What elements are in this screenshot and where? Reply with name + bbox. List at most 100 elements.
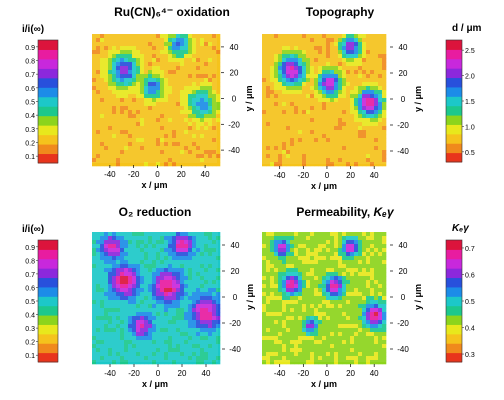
heatmap-cell: [180, 336, 185, 341]
heatmap-cell: [108, 162, 113, 167]
heatmap-cell: [358, 82, 363, 87]
heatmap-cell: [216, 50, 221, 55]
heatmap-cell: [354, 122, 359, 127]
heatmap-cell: [172, 102, 177, 107]
heatmap-cell: [116, 58, 121, 63]
heatmap-cell: [216, 86, 221, 91]
heatmap-cell: [216, 114, 221, 119]
heatmap-cell: [354, 352, 359, 357]
y-tick-label: 20: [399, 69, 408, 78]
heatmap-cell: [96, 244, 101, 249]
heatmap-cell: [322, 288, 327, 293]
colorbar-swatch: [446, 49, 462, 60]
heatmap-cell: [378, 34, 383, 39]
heatmap-cell: [330, 248, 335, 253]
y-tick-label: -20: [397, 319, 409, 328]
heatmap-cell: [330, 138, 335, 143]
heatmap-cell: [278, 150, 283, 155]
heatmap-cell: [196, 114, 201, 119]
heatmap-cell: [104, 146, 109, 151]
heatmap-cell: [200, 66, 205, 71]
heatmap-cell: [302, 66, 307, 71]
heatmap-cell: [314, 90, 319, 95]
heatmap-cell: [378, 268, 383, 273]
heatmap-cell: [120, 98, 125, 103]
heatmap-cell: [378, 328, 383, 333]
heatmap-cell: [208, 324, 213, 329]
heatmap-cell: [334, 34, 339, 39]
heatmap-cell: [278, 280, 283, 285]
heatmap-cell: [140, 82, 145, 87]
heatmap-cell: [108, 272, 113, 277]
heatmap-cell: [104, 260, 109, 265]
heatmap-cell: [294, 74, 299, 79]
heatmap-cell: [350, 296, 355, 301]
heatmap-cell: [282, 34, 287, 39]
heatmap-cell: [172, 336, 177, 341]
heatmap-cell: [342, 34, 347, 39]
heatmap-cell: [156, 150, 161, 155]
heatmap-cell: [164, 344, 169, 349]
heatmap-cell: [282, 232, 287, 237]
heatmap-cell: [176, 308, 181, 313]
heatmap-cell: [124, 280, 129, 285]
heatmap-cell: [270, 336, 275, 341]
heatmap-cell: [266, 154, 271, 159]
heatmap-cell: [160, 86, 165, 91]
heatmap-cell: [196, 58, 201, 63]
heatmap-cell: [100, 38, 105, 43]
heatmap-cell: [378, 138, 383, 143]
heatmap-cell: [208, 348, 213, 353]
heatmap-cell: [112, 308, 117, 313]
heatmap-cell: [216, 34, 221, 39]
heatmap-cell: [104, 332, 109, 337]
heatmap-cell: [362, 244, 367, 249]
heatmap-cell: [318, 70, 323, 75]
heatmap-cell: [108, 142, 113, 147]
heatmap-cell: [108, 54, 113, 59]
heatmap-cell: [120, 308, 125, 313]
heatmap-cell: [176, 236, 181, 241]
heatmap-cell: [290, 296, 295, 301]
heatmap-cell: [128, 90, 133, 95]
heatmap-cell: [128, 332, 133, 337]
heatmap-cell: [378, 118, 383, 123]
heatmap-cell: [204, 344, 209, 349]
heatmap-cell: [322, 268, 327, 273]
heatmap-cell: [310, 344, 315, 349]
heatmap-cell: [196, 280, 201, 285]
heatmap-cell: [208, 126, 213, 131]
heatmap-cell: [342, 348, 347, 353]
heatmap-cell: [270, 78, 275, 83]
heatmap-cell: [144, 292, 149, 297]
heatmap-cell: [274, 150, 279, 155]
heatmap-cell: [164, 82, 169, 87]
heatmap-cell: [342, 352, 347, 357]
heatmap-cell: [204, 280, 209, 285]
heatmap-cell: [92, 304, 97, 309]
heatmap-cell: [314, 248, 319, 253]
heatmap-cell: [334, 360, 339, 365]
heatmap-cell: [124, 94, 129, 99]
heatmap-cell: [108, 46, 113, 51]
heatmap-cell: [330, 146, 335, 151]
heatmap-cell: [350, 102, 355, 107]
heatmap-cell: [216, 360, 221, 365]
heatmap-cell: [168, 46, 173, 51]
heatmap-cell: [108, 94, 113, 99]
heatmap-cell: [152, 50, 157, 55]
heatmap-cell: [100, 150, 105, 155]
x-tick-label: -20: [298, 171, 310, 180]
heatmap-cell: [362, 38, 367, 43]
heatmap-cell: [100, 308, 105, 313]
heatmap-cell: [366, 118, 371, 123]
heatmap-cell: [298, 328, 303, 333]
heatmap-cell: [152, 82, 157, 87]
heatmap-cell: [128, 38, 133, 43]
heatmap-cell: [152, 272, 157, 277]
heatmap-cell: [282, 106, 287, 111]
heatmap-cell: [180, 252, 185, 257]
heatmap-cell: [310, 356, 315, 361]
heatmap-cell: [298, 316, 303, 321]
heatmap-cell: [322, 150, 327, 155]
